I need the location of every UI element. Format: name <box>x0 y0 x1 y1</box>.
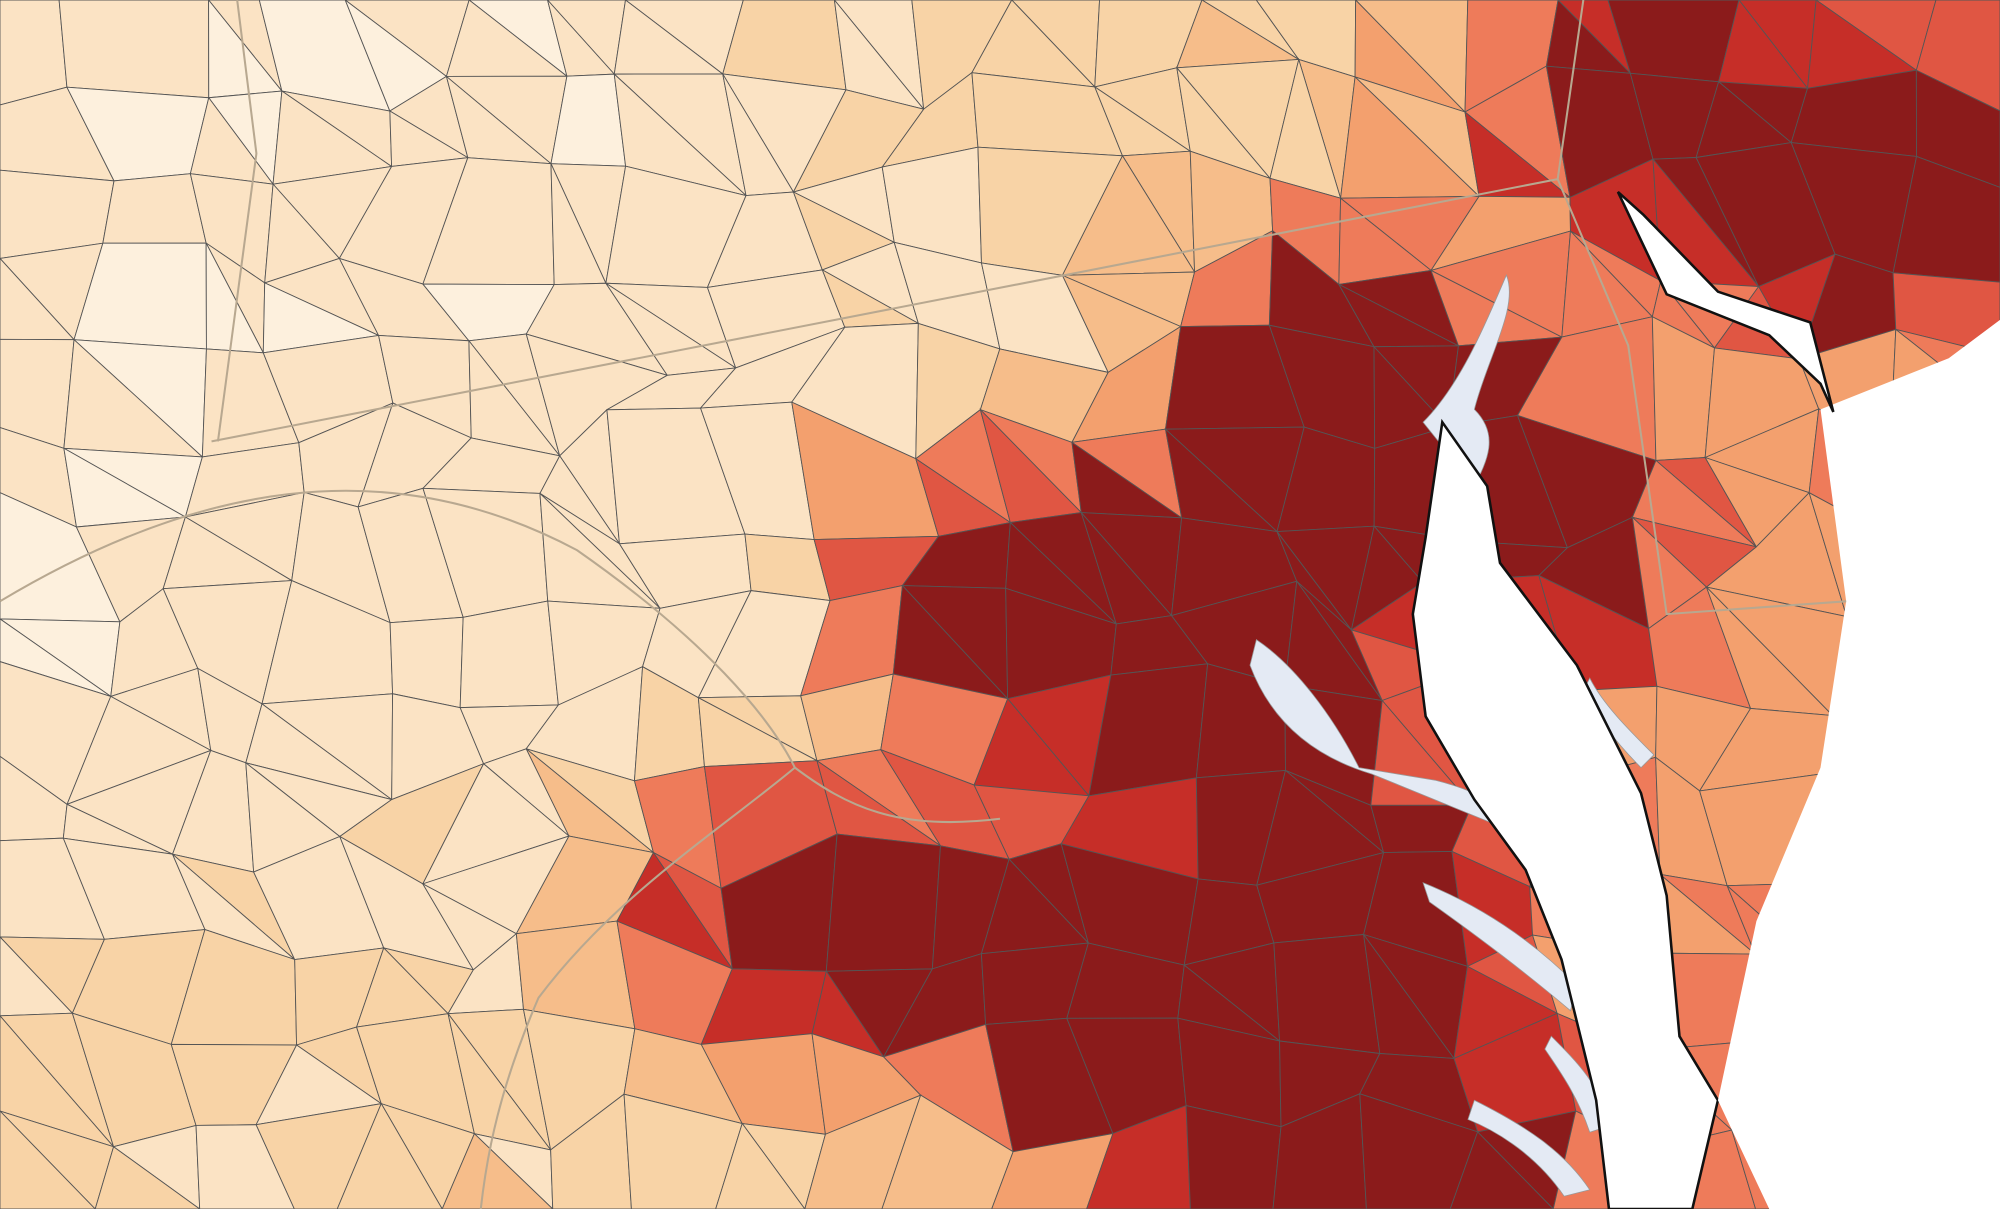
water-layer <box>1249 190 2000 1209</box>
county <box>1359 1093 1479 1209</box>
county <box>623 1093 743 1209</box>
county <box>1915 69 2000 188</box>
county <box>58 0 210 99</box>
state-border <box>0 489 1001 824</box>
county <box>0 1110 96 1209</box>
county <box>255 1103 382 1209</box>
state-border <box>479 766 796 1209</box>
delaware-bay <box>1616 190 1835 413</box>
county <box>881 1094 1014 1209</box>
county <box>102 173 207 244</box>
state-border <box>1556 178 1847 616</box>
county <box>389 616 464 709</box>
county <box>94 1145 201 1209</box>
county <box>1892 272 2000 356</box>
county <box>1185 1105 1282 1209</box>
county <box>825 833 941 972</box>
county <box>991 1132 1114 1209</box>
chesapeake-bay <box>1411 418 1720 1209</box>
county <box>1273 934 1381 1055</box>
river <box>1467 1099 1591 1197</box>
county <box>441 1132 554 1209</box>
county <box>1892 155 2000 283</box>
state-border <box>216 0 258 442</box>
river <box>1422 882 1578 1012</box>
county <box>1449 1131 1554 1209</box>
county <box>336 1102 443 1209</box>
county <box>195 1124 295 1209</box>
county <box>550 1093 632 1209</box>
county <box>715 1122 806 1209</box>
county <box>1086 1104 1191 1209</box>
county <box>459 600 559 709</box>
county <box>1915 0 2000 112</box>
county <box>804 1094 922 1209</box>
state-borders <box>0 0 1847 1209</box>
ocean <box>1717 319 2000 1209</box>
county <box>1272 1093 1367 1209</box>
county <box>0 0 68 106</box>
